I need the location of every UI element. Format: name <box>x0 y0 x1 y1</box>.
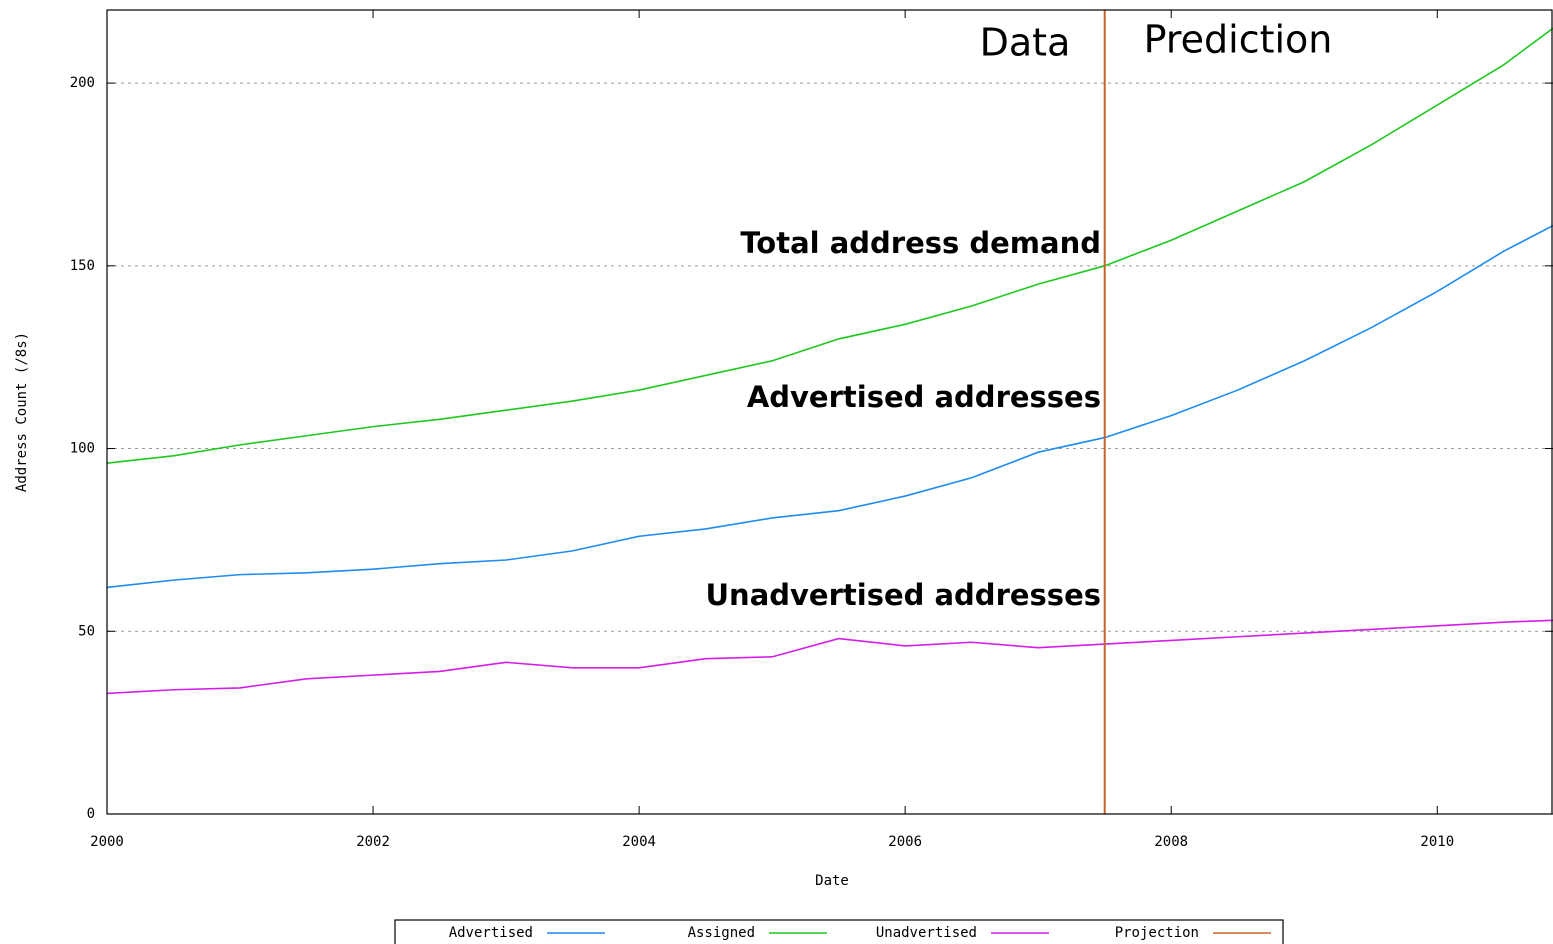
y-tick-label: 150 <box>70 258 95 274</box>
annotation: Total address demand <box>740 226 1101 260</box>
x-tick-label: 2006 <box>888 834 922 850</box>
legend-label: Assigned <box>688 925 755 941</box>
x-tick-label: 2002 <box>356 834 390 850</box>
x-tick-label: 2004 <box>622 834 656 850</box>
plot-frame <box>106 9 1553 815</box>
annotation: Advertised addresses <box>747 380 1101 414</box>
y-tick-label: 0 <box>87 806 95 822</box>
series-line <box>107 224 1553 589</box>
legend-label: Unadvertised <box>876 925 977 941</box>
series-line <box>107 619 1553 695</box>
legend-label: Advertised <box>449 925 533 941</box>
x-tick-label: 2000 <box>90 834 124 850</box>
legend-box <box>394 919 1284 944</box>
y-tick-label: 100 <box>70 441 95 457</box>
series-line <box>107 27 1553 464</box>
x-tick-label: 2008 <box>1154 834 1188 850</box>
legend-label: Projection <box>1115 925 1199 941</box>
plot-area <box>107 10 1553 814</box>
annotation: Unadvertised addresses <box>706 578 1102 612</box>
x-axis-label: Date <box>815 873 849 889</box>
y-tick-label: 50 <box>78 623 95 639</box>
x-tick-label: 2010 <box>1420 834 1454 850</box>
annotation: Data <box>980 21 1071 65</box>
y-tick-label: 200 <box>70 75 95 91</box>
y-axis-label: Address Count (/8s) <box>14 332 30 492</box>
annotation: Prediction <box>1144 18 1333 62</box>
